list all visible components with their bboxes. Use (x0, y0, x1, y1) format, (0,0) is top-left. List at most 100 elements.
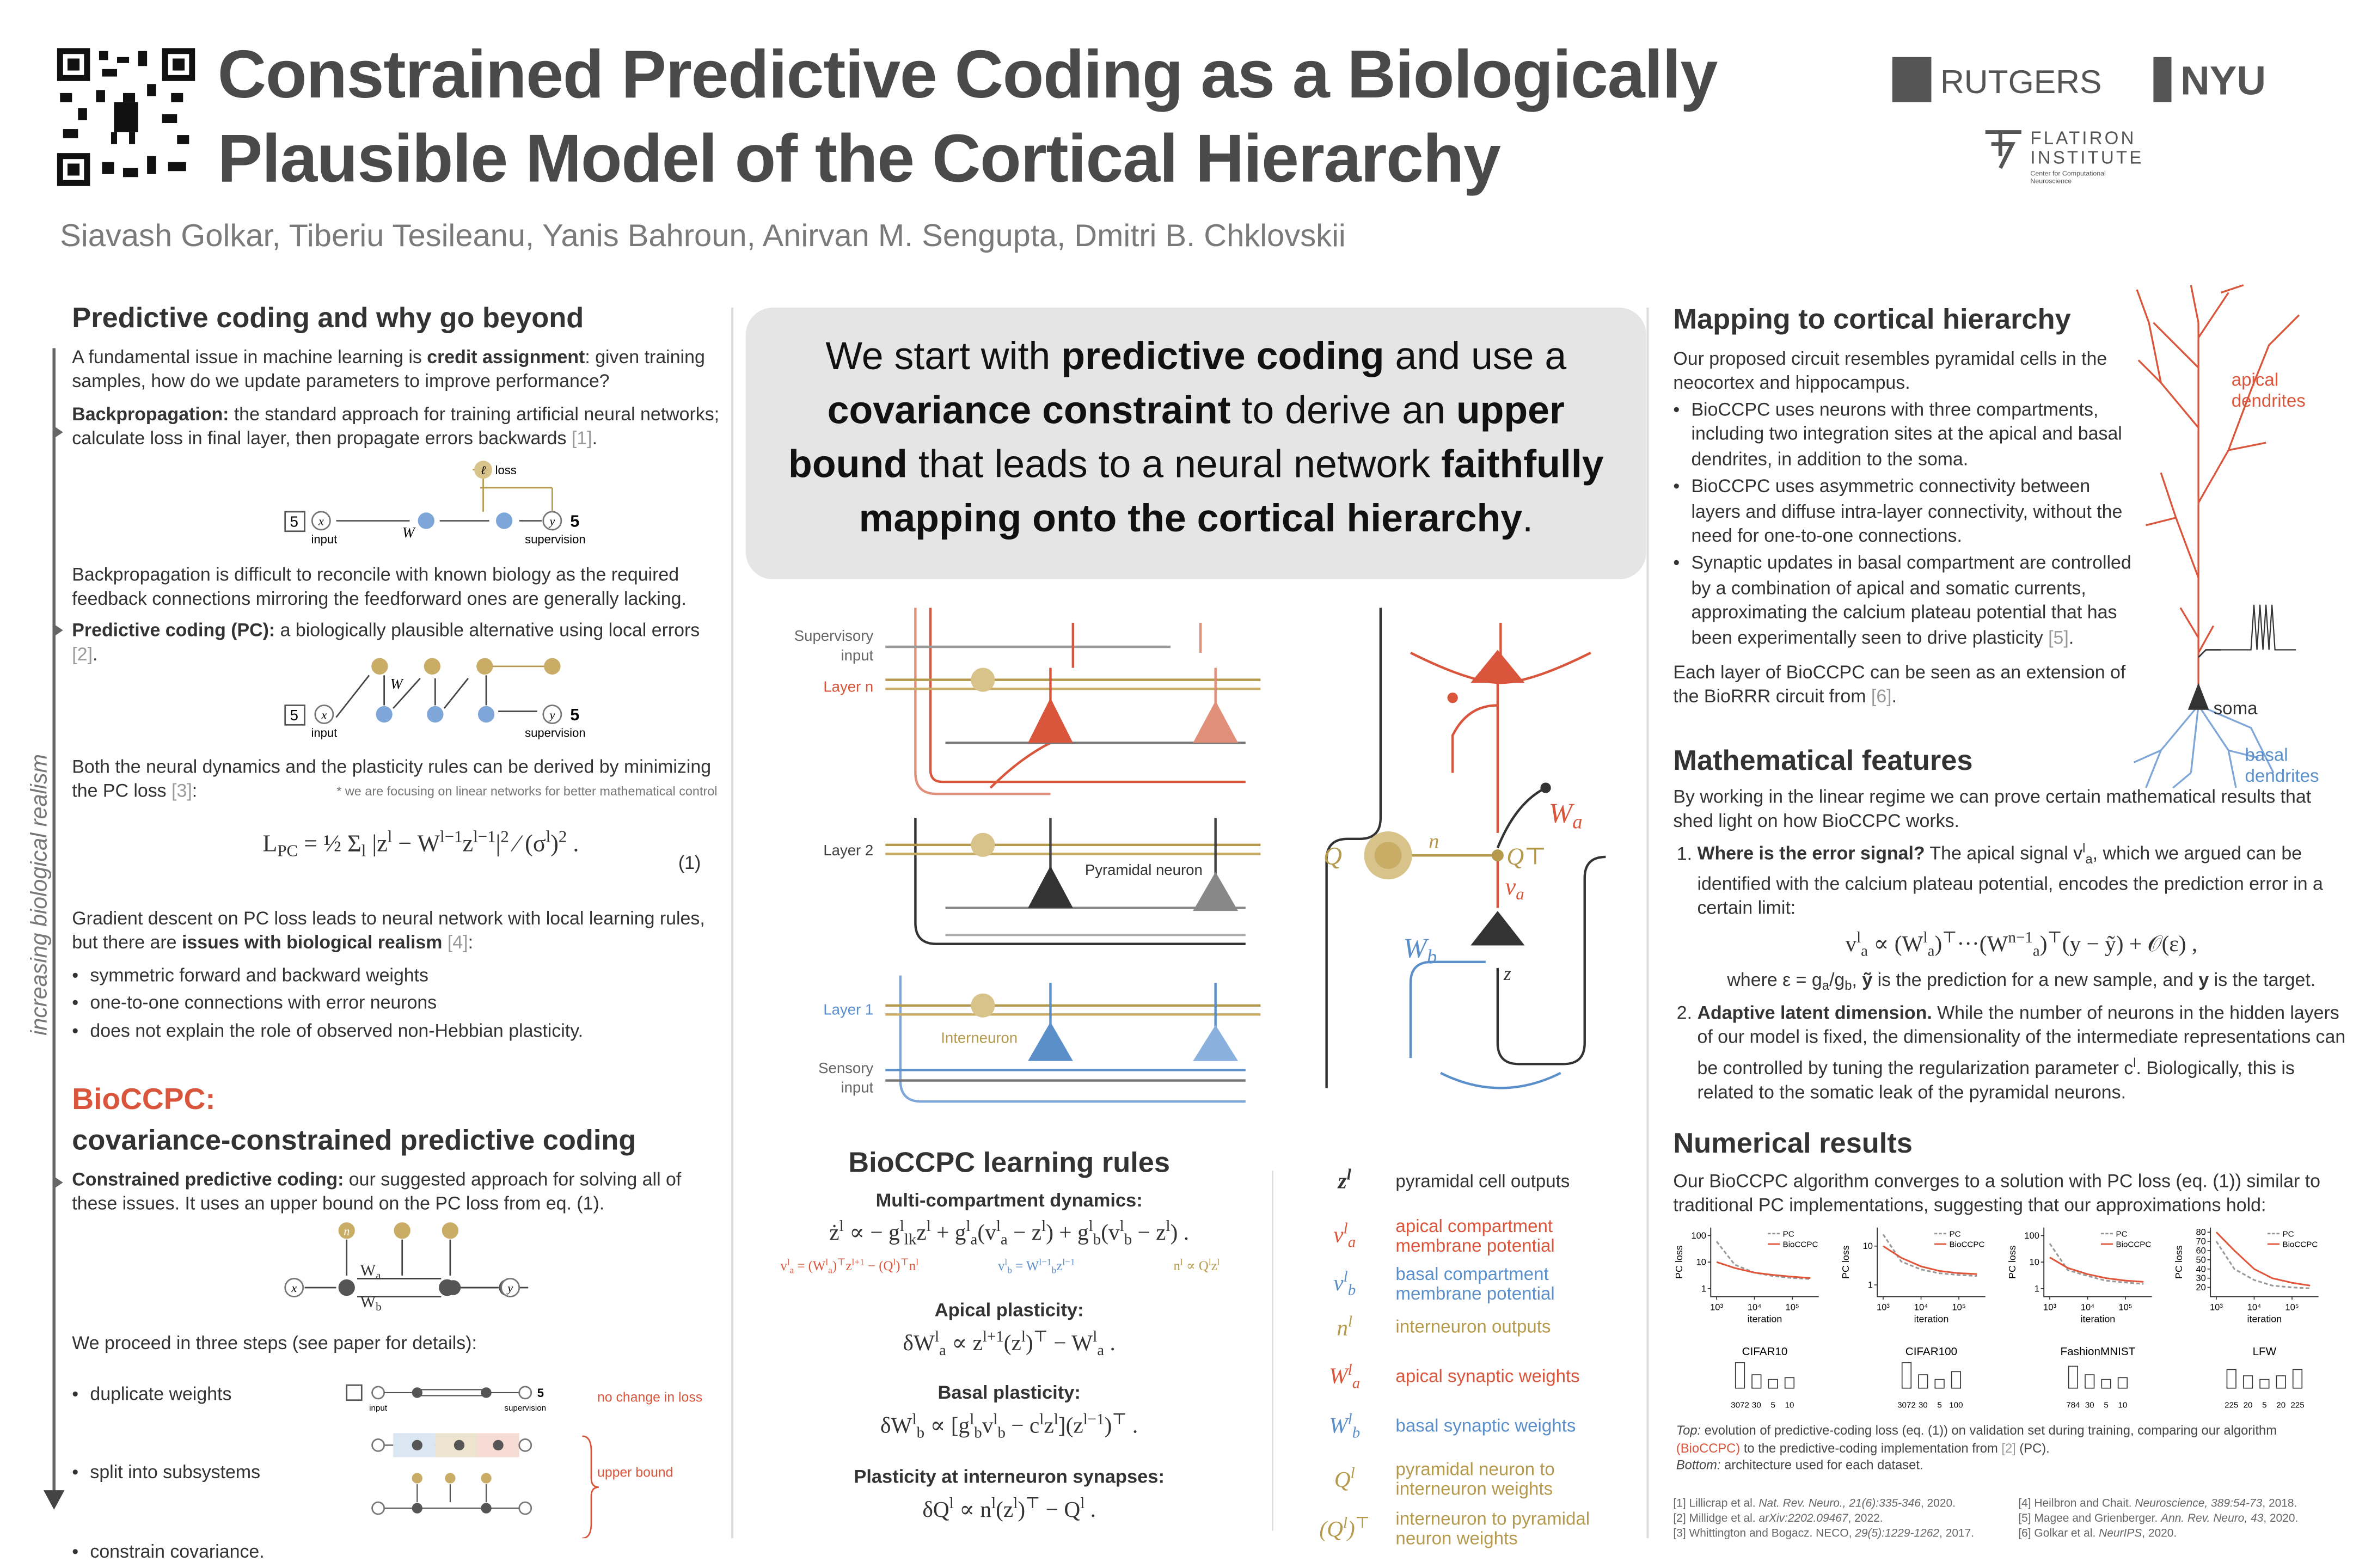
x-tick-label: 10⁵ (1786, 1302, 1799, 1312)
text-run: l (1180, 1257, 1183, 1269)
legend-label: BioCCPC (1950, 1240, 1985, 1250)
text-run: The apical signal v (1925, 843, 2083, 864)
text-run: a (828, 1265, 832, 1276)
layer-bar (1918, 1374, 1928, 1389)
text-run: l (1053, 1412, 1058, 1429)
line (2215, 1232, 2311, 1287)
text-run: a (1572, 810, 1583, 833)
paragraph: By working in the linear regime we can p… (1673, 786, 2312, 832)
authors: Siavash Golkar, Tiberiu Tesileanu, Yanis… (60, 219, 1346, 254)
paragraph: Gradient descent on PC loss leads to neu… (72, 906, 720, 955)
node-label: x (321, 708, 327, 721)
layer-bar (2259, 1379, 2270, 1389)
paragraph: where ε = ga/gb, ỹ is the prediction for… (1697, 967, 2345, 997)
text-run: We start with (825, 333, 1062, 378)
legend-row: Wlb basal synaptic weights (1315, 1411, 1621, 1441)
text-run: ) (1018, 1498, 1026, 1523)
legend-symbol: vla (1315, 1221, 1375, 1251)
text-run: = W (1012, 1258, 1039, 1273)
layer-size: 30 (1919, 1400, 1928, 1410)
equation: żl ∝ − gllkzl + gla(vla − zl) + glb(vlb … (758, 1218, 1260, 1249)
legend-text: interneuron outputs (1395, 1316, 1551, 1338)
text-run: n (909, 1258, 916, 1273)
text-run: l (2133, 1054, 2136, 1070)
text-run: − z (1007, 1221, 1042, 1246)
text-run: |z (366, 831, 388, 857)
legend-row: Wla apical synaptic weights (1315, 1363, 1621, 1393)
x-tick-label: 10³ (1710, 1302, 1723, 1312)
y-axis-label: PC loss (1674, 1245, 1684, 1279)
text-run: [6] (1871, 686, 1892, 708)
label: input (369, 1404, 388, 1413)
text-run: , (1852, 969, 1862, 990)
text-run: W (1403, 933, 1427, 965)
text-run: , 2020. (1920, 1496, 1956, 1510)
layer-bar (2292, 1369, 2303, 1389)
step: constrain covariance. (72, 1540, 2353, 1565)
x-tick-label: 10⁵ (2118, 1302, 2132, 1312)
node-label: 5 (290, 707, 298, 724)
text-run: l (899, 1218, 904, 1236)
paragraph: Constrained predictive coding: our sugge… (72, 1167, 720, 1216)
text-run: Ann. Rev. Neuro, 43 (2161, 1511, 2264, 1525)
rule-heading: Plasticity at interneuron synapses: (854, 1466, 1165, 1487)
text-run: b (1007, 1265, 1012, 1276)
layer-size: 5 (1937, 1400, 1941, 1410)
neuron-label: soma (2214, 699, 2258, 719)
y-tick-label: 1 (2035, 1283, 2039, 1294)
line (1882, 1234, 1977, 1277)
bullet-item: one-to-one connections with error neuron… (72, 991, 720, 1016)
text-run: W (360, 1293, 376, 1312)
text-run: 29(5):1229-1262 (1855, 1526, 1940, 1540)
text-run: . (1104, 1332, 1116, 1357)
text-run: a (2032, 943, 2040, 960)
text-run: ) + g (1046, 1221, 1089, 1246)
rule-heading: Apical plasticity: (934, 1300, 1084, 1321)
text-run: l (1119, 1218, 1124, 1236)
text-run: W (360, 1262, 376, 1281)
equation: δWla ∝ zl+1(zl)⊤ − Wla . (758, 1328, 1260, 1359)
text-run: (PC). (2015, 1440, 2050, 1455)
legend-symbol: vlb (1315, 1270, 1375, 1300)
text-run: [5] (2048, 627, 2069, 648)
layer-size: 30 (1752, 1400, 1761, 1410)
line (2049, 1257, 2144, 1283)
nyu-torch (2153, 57, 2172, 102)
text-run: ⊤ (837, 1257, 846, 1269)
text-run: b (997, 1425, 1006, 1442)
text-run: that leads to a neural network (907, 441, 1441, 487)
text-run: l (1217, 1257, 1220, 1269)
legend-row: (Ql)⊤ interneuron to pyramidal neuron wei… (1315, 1508, 1621, 1548)
layer-bar (2276, 1375, 2286, 1389)
equation: nl ∝ Qlzl (1173, 1258, 1220, 1275)
layer-size: 225 (2225, 1400, 2238, 1410)
text-run: − z (1132, 1221, 1166, 1246)
text-run: l+1 (851, 1257, 865, 1269)
text-run: ](z (1058, 1414, 1083, 1439)
text-run: − (Q (864, 1258, 893, 1273)
x-tick-label: 10³ (1877, 1302, 1890, 1312)
text-run: A fundamental issue in machine learning … (72, 346, 427, 368)
text-run: l (1348, 1314, 1353, 1331)
text-run: issues with biological realism (181, 932, 443, 954)
text-run: n (1337, 1316, 1349, 1341)
flatiron-mark (1985, 130, 2021, 169)
bullet-list: BioCCPC uses neurons with three compartm… (1673, 397, 2141, 653)
text-run: (v (1101, 1221, 1120, 1246)
text-run: to derive an (1230, 387, 1456, 432)
text-run: b (1093, 1232, 1101, 1249)
layer-bar (1751, 1374, 1762, 1389)
text-run: ⊤ (1942, 929, 1957, 946)
text-run: W (1329, 1365, 1348, 1389)
x-tick-label: 10⁴ (1914, 1302, 1928, 1312)
bullet-item: BioCCPC uses asymmetric connectivity bet… (1673, 475, 2141, 549)
y-axis-label: PC loss (2007, 1245, 2018, 1279)
text-run: a (789, 1265, 794, 1276)
legend-label: PC (1783, 1229, 1794, 1239)
node-label: x (318, 514, 324, 528)
layer-size: 784 (2066, 1400, 2080, 1410)
circuit-label: Interneuron (941, 1030, 1018, 1046)
y-tick-label: 10 (1863, 1241, 1873, 1251)
section-heading: BioCCPC: (72, 1083, 216, 1117)
text-run: ⊤ (1025, 1496, 1040, 1513)
